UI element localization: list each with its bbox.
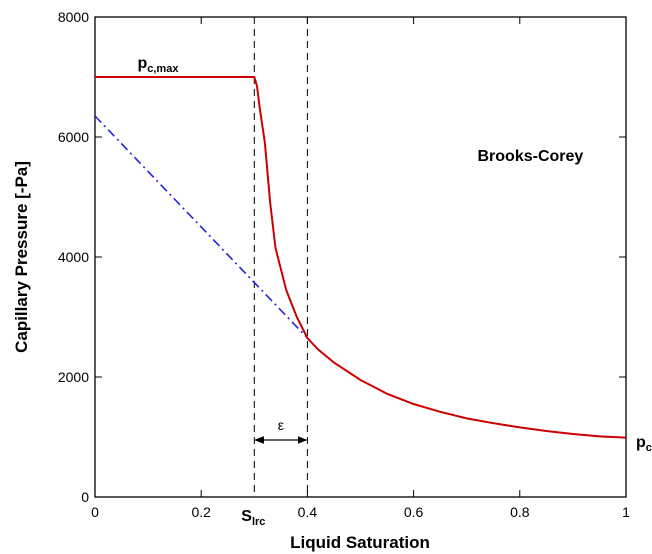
pc-max-label: pc,max (137, 55, 179, 75)
dashed-reference-lines (253, 17, 308, 497)
y-tick-label: 8000 (58, 9, 89, 25)
s-lrc-label: Slrc (241, 508, 265, 528)
x-tick-label: 0.4 (298, 504, 318, 520)
x-tick-label: 0.8 (510, 504, 530, 520)
s-lrc-sub: lrc (252, 516, 265, 528)
y-tick-label: 2000 (58, 369, 89, 385)
pc-right-base: p (636, 434, 646, 451)
pc-right-label: pc (636, 434, 652, 454)
plot-frame (94, 16, 627, 498)
x-tick-label: 0 (91, 504, 99, 520)
epsilon-label: ε (278, 417, 284, 433)
y-tick-label: 4000 (58, 249, 89, 265)
s-lrc-base: S (241, 508, 252, 525)
pc-right-sub: c (646, 442, 652, 454)
brooks-corey-curve (95, 76, 626, 439)
y-tick-label: 0 (81, 489, 89, 505)
x-tick-label: 0.6 (404, 504, 424, 520)
x-axis-title: Liquid Saturation (290, 533, 430, 552)
y-tick-label: 6000 (58, 129, 89, 145)
y-axis-ticks: 0 2000 4000 6000 8000 (58, 9, 626, 505)
x-tick-label: 0.2 (191, 504, 211, 520)
linear-extrapolation-line (95, 115, 308, 339)
x-axis-ticks: 0 0.2 0.4 0.6 0.8 1 (91, 17, 630, 520)
model-label: Brooks-Corey (478, 148, 584, 165)
pc-max-sub: c,max (147, 63, 179, 75)
pc-max-base: p (137, 55, 147, 72)
y-axis-title: Capillary Pressure [-Pa] (12, 161, 31, 353)
x-tick-label: 1 (622, 504, 630, 520)
